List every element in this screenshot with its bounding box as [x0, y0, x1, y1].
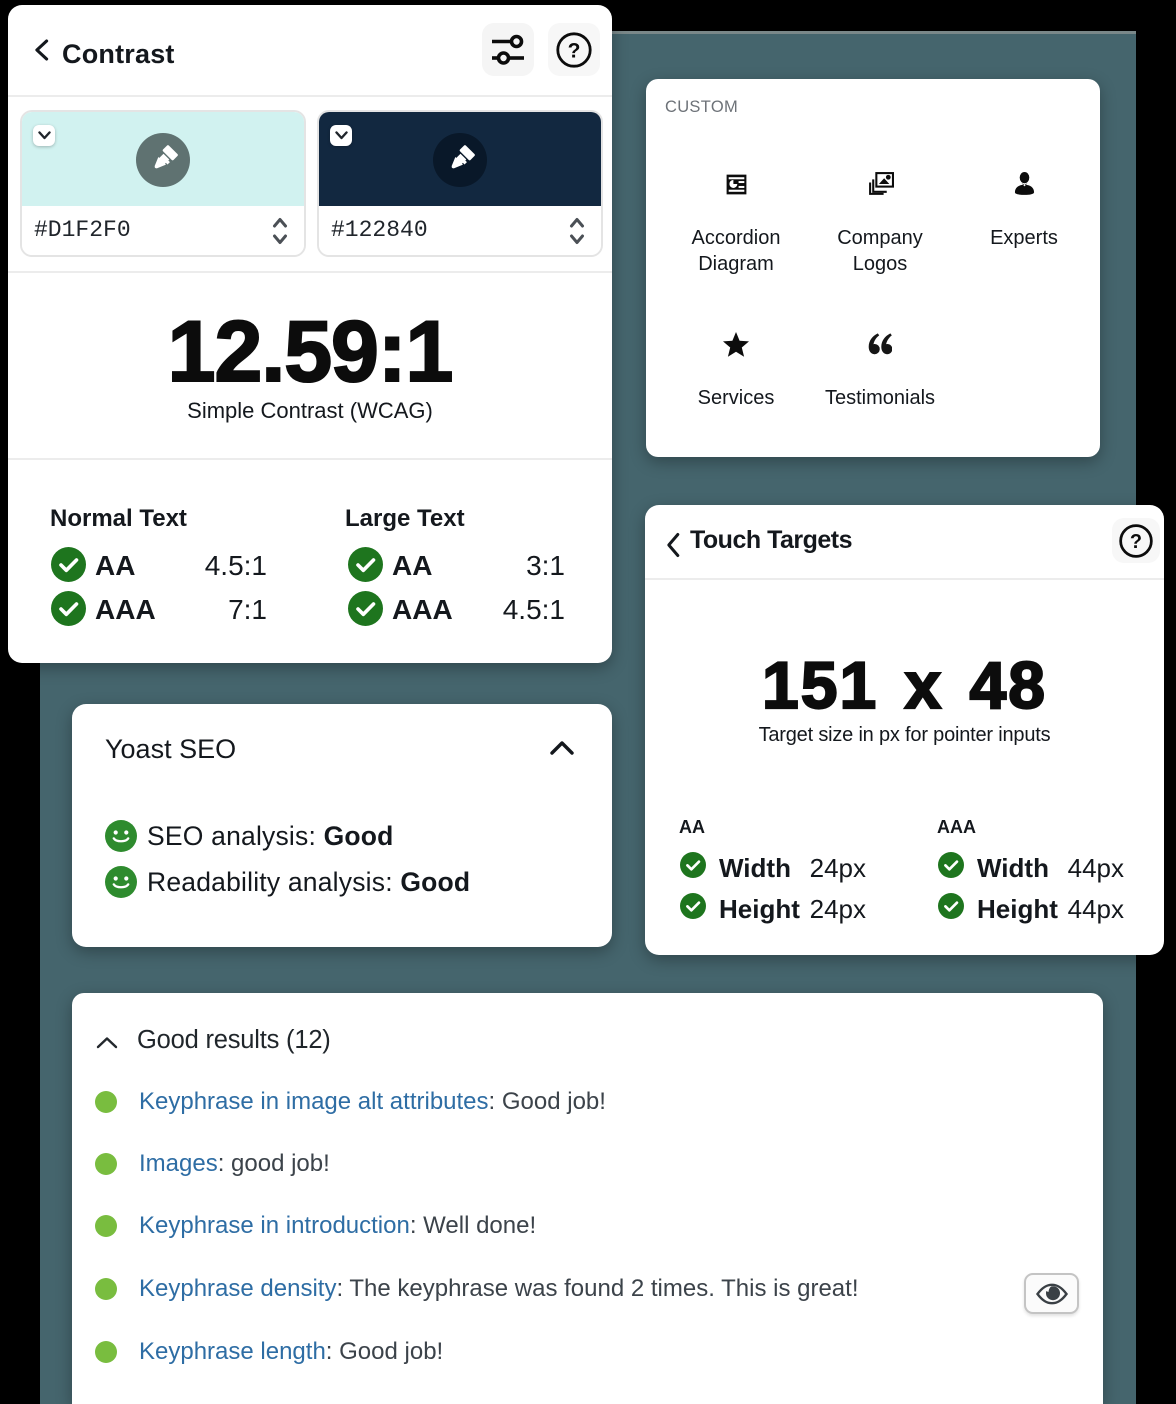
svg-text:?: ?: [1130, 531, 1142, 553]
svg-text:?: ?: [568, 39, 581, 62]
